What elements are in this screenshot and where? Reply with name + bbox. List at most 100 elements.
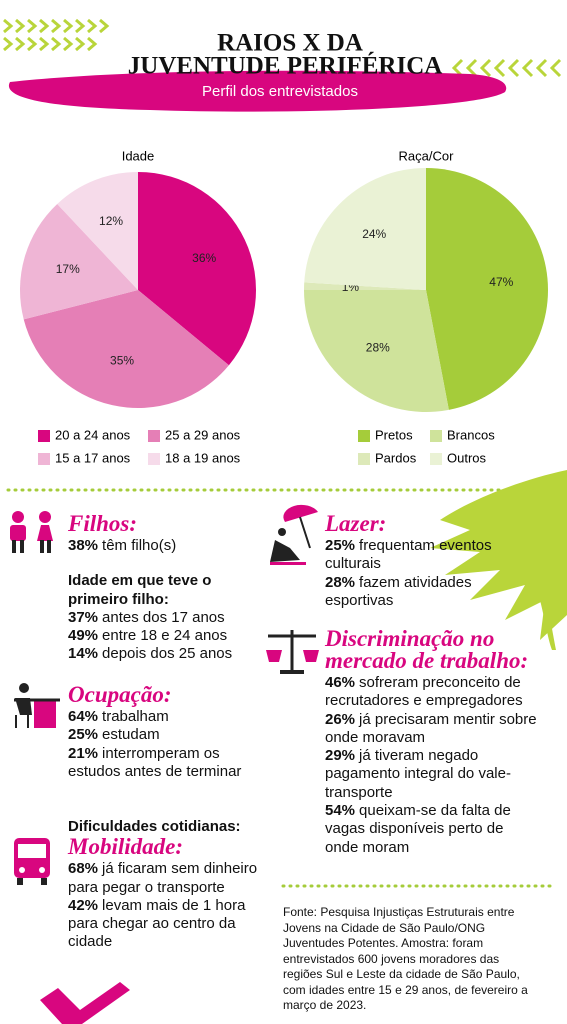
stat-highlight: 14%: [68, 645, 99, 663]
stat-line: 46% sofreram preconceito de recrutadores …: [325, 674, 540, 711]
section-title: Lazer:: [325, 511, 387, 536]
section: Discriminação no mercado de trabalho: 46%…: [325, 626, 540, 857]
charts: Idade 36% 20 a 24 anos 35% 25 a 29 anos 17% 15…: [20, 148, 548, 465]
stat-line: 29% já tiveram negado pagamento integral …: [325, 747, 540, 802]
pie-slice: [20, 203, 138, 320]
icon-scale: [266, 630, 319, 674]
icon-children: [10, 511, 53, 553]
legend-label: Brancos: [447, 427, 495, 442]
stat-line: 38% têm filho(s): [68, 537, 250, 555]
stat-highlight: 37%: [68, 608, 99, 626]
chart-title: Raça/Cor: [399, 148, 455, 163]
brush-stroke: [8, 70, 507, 112]
stat-text: levam mais de 1 hora para chegar ao cent…: [68, 896, 246, 951]
legend-label: Pardos: [375, 450, 417, 465]
stat-text: já precisaram mentir sobre onde moravam: [325, 710, 537, 746]
chart-title: Idade: [122, 148, 155, 163]
stat-highlight: 21%: [68, 744, 99, 762]
stat-line: 37% antes dos 17 anos: [68, 609, 250, 627]
stat-text: entre 18 e 24 anos: [102, 627, 228, 645]
slice-label: 12%: [99, 214, 123, 228]
stat-highlight: 64%: [68, 708, 99, 725]
brush-mark: [40, 982, 130, 1024]
stat-text: antes dos 17 anos: [102, 608, 225, 626]
stat-highlight: 26%: [325, 710, 356, 728]
legend-label: 15 a 17 anos: [55, 450, 131, 465]
legend-swatch: [430, 453, 442, 465]
stat-text: depois dos 25 anos: [102, 645, 233, 663]
slice-label: 47%: [489, 275, 513, 289]
slice-label: 28%: [366, 340, 390, 354]
source-note: Fonte: Pesquisa Injustiças Estruturais e…: [283, 905, 528, 1012]
stat-highlight: 25%: [325, 537, 356, 554]
section-title: Discriminação no mercado de trabalho:: [325, 626, 529, 673]
stat-text: interromperam os estudos antes de termin…: [68, 744, 242, 780]
pie-slice: [426, 168, 548, 410]
slice-label: 24%: [362, 227, 386, 241]
stat-text: queixam-se da falta de vagas disponíveis…: [325, 802, 511, 856]
stat-text: sofreram preconceito de recrutadores e e…: [325, 674, 523, 710]
section: Ocupação: 64% trabalham 25% estudam 21% interr…: [68, 682, 250, 782]
section-intro: Dificuldades cotidianas:: [68, 818, 241, 835]
stat-text: já tiveram negado pagamento integral do …: [325, 747, 511, 801]
stat-highlight: 54%: [325, 802, 356, 820]
title-line: JUVENTUDE PERIFÉRICA: [128, 52, 443, 80]
stat-line: 25% frequentam eventos culturais: [325, 537, 535, 574]
stat-highlight: 38%: [68, 537, 99, 554]
icon-beach: [270, 504, 318, 565]
legend-swatch: [358, 430, 370, 442]
pie-slice: [57, 172, 138, 290]
stat-highlight: Idade em que teve o primeiro filho:: [68, 572, 212, 608]
subtitle: Perfil dos entrevistados: [202, 83, 358, 100]
legend-swatch: [38, 430, 50, 442]
title-line: RAIOS X DA: [217, 30, 363, 57]
stat-text: fazem atividades esportivas: [325, 573, 472, 609]
section-title: Mobilidade:: [68, 834, 183, 860]
stat-text: frequentam eventos culturais: [325, 537, 492, 573]
legend-label: Pretos: [375, 427, 413, 442]
legend-swatch: [358, 453, 370, 465]
stat-line: 54% queixam-se da falta de vagas disponív…: [325, 802, 540, 857]
stat-line: 68% já ficaram sem dinheiro para pegar o …: [68, 860, 258, 897]
stat-highlight: 46%: [325, 674, 356, 691]
pie-slice: [304, 168, 426, 290]
stat-highlight: 28%: [325, 573, 356, 591]
pie-slice: [23, 290, 229, 408]
stat-line: 14% depois dos 25 anos: [68, 645, 250, 663]
stat-highlight: 29%: [325, 747, 356, 765]
section: Dificuldades cotidianas: Mobilidade: 68% já…: [68, 818, 258, 952]
legend-swatch: [430, 430, 442, 442]
slice-label: 17%: [56, 262, 80, 276]
legend-label: 25 a 29 anos: [165, 427, 241, 442]
icon-bus: [14, 838, 50, 885]
legend-swatch: [148, 453, 160, 465]
pie-slice: [304, 282, 426, 290]
section: Lazer: 25% frequentam eventos culturais 28%…: [325, 511, 535, 610]
section-title: Filhos:: [68, 511, 138, 536]
section: Filhos: 38% têm filho(s) Idade em que teve …: [68, 511, 250, 664]
stat-line: 64% trabalham: [68, 708, 250, 726]
pie-slice: [138, 172, 256, 366]
chevrons: [3, 18, 562, 78]
stat-text: trabalham: [102, 708, 169, 725]
pie-slice: [304, 290, 449, 413]
section-title: Ocupação:: [68, 682, 172, 707]
stat-line: 26% já precisaram mentir sobre onde morav…: [325, 711, 540, 748]
stat-highlight: 25%: [68, 726, 99, 744]
slice-label: 36%: [192, 251, 216, 265]
stat-text: estudam: [102, 726, 160, 744]
stat-line: 25% estudam: [68, 726, 250, 744]
stat-highlight: 68%: [68, 860, 99, 878]
stat-line: 21% interromperam os estudos antes de ter…: [68, 745, 250, 782]
stat-highlight: 49%: [68, 627, 99, 645]
legend-swatch: [38, 453, 50, 465]
legend-label: 20 a 24 anos: [55, 427, 131, 442]
stat-highlight: 42%: [68, 896, 99, 914]
stat-line: 49% entre 18 e 24 anos: [68, 627, 250, 645]
stat-line: 42% levam mais de 1 hora para chegar ao c…: [68, 897, 258, 952]
stat-text: têm filho(s): [102, 537, 177, 554]
legend-label: Outros: [447, 450, 487, 465]
legend-label: 18 a 19 anos: [165, 450, 241, 465]
stat-text: já ficaram sem dinheiro para pegar o tra…: [68, 860, 258, 896]
